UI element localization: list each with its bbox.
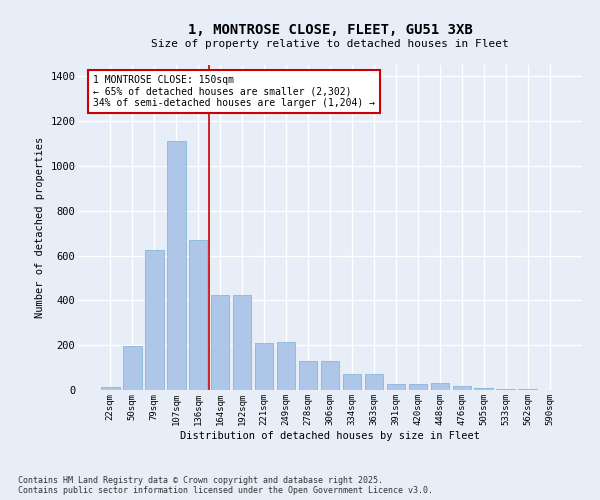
Bar [365,374,383,390]
Text: Size of property relative to detached houses in Fleet: Size of property relative to detached ho… [151,39,509,49]
Bar [386,384,405,390]
Bar [189,240,208,390]
Bar [320,361,340,390]
Bar [431,384,449,390]
Text: 1 MONTROSE CLOSE: 150sqm
← 65% of detached houses are smaller (2,302)
34% of sem: 1 MONTROSE CLOSE: 150sqm ← 65% of detach… [93,74,375,108]
Bar [233,294,251,390]
Bar [255,343,274,390]
Bar [496,389,515,390]
Bar [277,342,295,390]
Bar [123,346,142,390]
Bar [211,294,229,390]
Bar [145,250,164,390]
Bar [409,384,427,390]
Text: 1, MONTROSE CLOSE, FLEET, GU51 3XB: 1, MONTROSE CLOSE, FLEET, GU51 3XB [188,22,472,36]
Bar [452,386,471,390]
Y-axis label: Number of detached properties: Number of detached properties [35,137,44,318]
Bar [475,388,493,390]
Bar [101,386,119,390]
Bar [343,374,361,390]
Bar [167,141,185,390]
Bar [299,361,317,390]
Text: Contains HM Land Registry data © Crown copyright and database right 2025.
Contai: Contains HM Land Registry data © Crown c… [18,476,433,495]
X-axis label: Distribution of detached houses by size in Fleet: Distribution of detached houses by size … [180,430,480,440]
